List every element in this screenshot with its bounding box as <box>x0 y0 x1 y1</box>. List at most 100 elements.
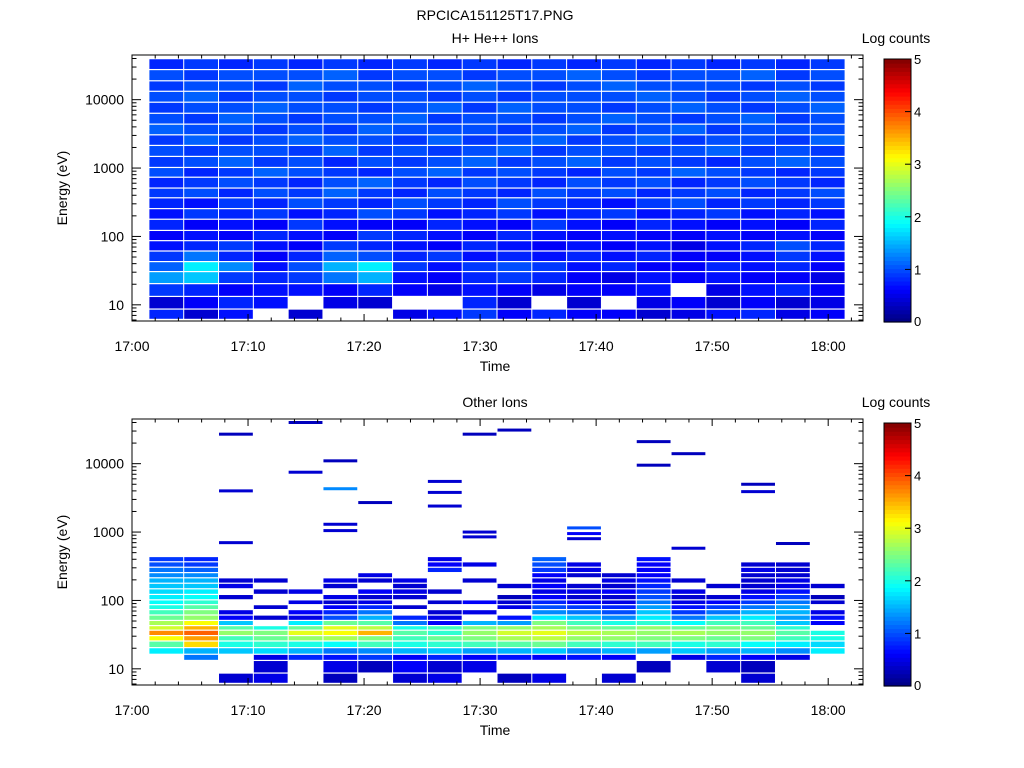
heatmap-cell <box>741 573 775 578</box>
heatmap-cell <box>253 157 288 167</box>
y-tick-label: 1000 <box>93 160 124 176</box>
heatmap-cell <box>601 135 636 145</box>
heatmap-mark <box>671 546 706 550</box>
heatmap-cell <box>741 600 775 605</box>
heatmap-cell <box>741 209 775 219</box>
heatmap-cell <box>810 219 845 230</box>
colorbar-segment <box>884 116 911 122</box>
heatmap-cell <box>567 102 601 113</box>
heatmap-cell <box>497 102 532 113</box>
heatmap-cell <box>636 146 671 156</box>
colorbar-segment <box>884 293 911 298</box>
heatmap-cell <box>219 124 253 135</box>
heatmap-cell <box>671 610 706 615</box>
heatmap-cell <box>636 135 671 145</box>
heatmap-cell <box>358 615 393 620</box>
colorbar-segment <box>884 644 911 650</box>
heatmap-cell <box>253 251 288 261</box>
heatmap-cell <box>253 81 288 91</box>
heatmap-cell <box>532 198 567 209</box>
heatmap-cell <box>671 262 706 271</box>
heatmap-cell <box>149 177 184 188</box>
heatmap-cell <box>810 70 845 81</box>
heatmap-cell <box>671 135 706 145</box>
heatmap-cell <box>358 610 393 615</box>
heatmap-cell <box>253 59 288 69</box>
heatmap-cell <box>775 219 810 230</box>
colorbar-segment <box>884 681 911 687</box>
heatmap-cell <box>358 81 393 91</box>
heatmap-cell <box>810 59 845 69</box>
heatmap-cell <box>184 583 219 589</box>
heatmap-cell <box>184 188 219 198</box>
y-tick-label: 10000 <box>85 92 124 108</box>
heatmap-cell <box>462 219 497 230</box>
heatmap-cell <box>184 621 219 625</box>
heatmap-cell <box>358 661 393 673</box>
heatmap-cell <box>323 135 358 145</box>
heatmap-cell <box>219 297 253 309</box>
heatmap-cell <box>288 124 323 135</box>
heatmap-cell <box>462 262 497 271</box>
heatmap-cell <box>636 81 671 91</box>
x-tick-label: 17:50 <box>695 702 730 718</box>
heatmap-cell <box>601 573 636 578</box>
heatmap-cell <box>219 610 253 615</box>
heatmap-cell <box>636 573 671 578</box>
heatmap-cell <box>532 188 567 198</box>
colorbar-segment <box>884 289 911 294</box>
heatmap-mark <box>462 530 497 534</box>
colorbar-segment <box>884 640 911 646</box>
heatmap-cell <box>427 673 462 683</box>
heatmap-cell <box>253 209 288 219</box>
heatmap-cell <box>567 177 601 188</box>
heatmap-mark <box>323 459 358 463</box>
colorbar-segment <box>884 607 911 613</box>
heatmap-cell <box>219 157 253 167</box>
heatmap-cell <box>149 188 184 198</box>
heatmap-cell <box>775 59 810 69</box>
heatmap-cell <box>288 615 323 620</box>
heatmap-cell <box>601 583 636 589</box>
heatmap-cell <box>149 557 184 562</box>
heatmap-cell <box>427 124 462 135</box>
heatmap-cell <box>532 135 567 145</box>
heatmap-cell <box>810 198 845 209</box>
heatmap-cell <box>671 648 706 654</box>
heatmap-cell <box>567 562 601 567</box>
colorbar-segment <box>884 554 911 560</box>
colorbar-segment <box>884 612 911 617</box>
heatmap-cell <box>323 231 358 241</box>
heatmap-cell <box>427 600 462 605</box>
y-tick-label: 10 <box>108 661 124 677</box>
heatmap-cell <box>497 641 532 648</box>
heatmap-cell <box>567 309 601 319</box>
heatmap-cell <box>810 146 845 156</box>
heatmap-cell <box>219 177 253 188</box>
heatmap-cell <box>462 81 497 91</box>
colorbar-segment <box>884 517 911 523</box>
heatmap-cell <box>567 297 601 309</box>
heatmap-cell <box>288 610 323 615</box>
heatmap-cell <box>741 567 775 573</box>
heatmap-cell <box>671 146 706 156</box>
heatmap-cell <box>532 284 567 296</box>
heatmap-cell <box>149 135 184 145</box>
heatmap-cell <box>567 600 601 605</box>
heatmap-cell <box>219 673 253 683</box>
heatmap-cell <box>636 589 671 594</box>
colorbar-segment <box>884 223 911 229</box>
x-tick-label: 17:10 <box>231 338 266 354</box>
heatmap-cell <box>288 272 323 284</box>
heatmap-cell <box>462 626 497 630</box>
heatmap-cell <box>775 309 810 319</box>
heatmap-cell <box>532 59 567 69</box>
heatmap-cell <box>184 241 219 251</box>
x-axis-label: Time <box>480 358 511 374</box>
heatmap-cell <box>462 309 497 319</box>
heatmap-cell <box>497 600 532 605</box>
heatmap-cell <box>219 272 253 284</box>
heatmap-cell <box>219 578 253 583</box>
heatmap-cell <box>741 661 775 673</box>
colorbar-segment <box>884 190 911 196</box>
